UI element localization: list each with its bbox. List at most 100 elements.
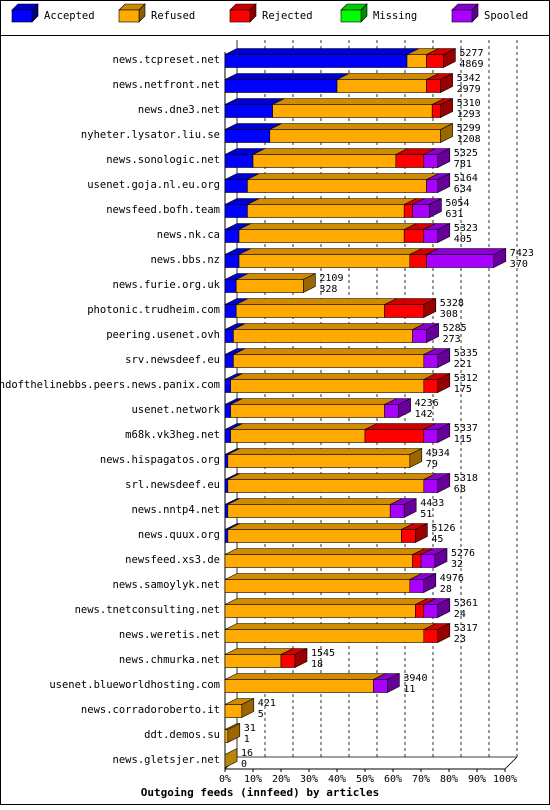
bar-segment-refused xyxy=(406,54,427,68)
row-accepted: 0 xyxy=(241,759,247,770)
bar-segment-side xyxy=(426,323,439,343)
bar-segment-refused xyxy=(233,354,425,368)
row-accepted: 328 xyxy=(319,284,337,295)
row-accepted: 631 xyxy=(445,209,463,220)
x-tick-label: 90% xyxy=(468,774,486,785)
bar-segment-side xyxy=(437,373,451,393)
row-total: 5337 xyxy=(454,423,478,434)
bar-segment-top xyxy=(230,373,436,380)
row-label: news.nk.ca xyxy=(157,229,220,241)
row-label: news.dne3.net xyxy=(138,104,220,116)
row-accepted: 175 xyxy=(454,384,472,395)
row-accepted: 1293 xyxy=(457,109,481,120)
row-label: news.tnetconsulting.net xyxy=(75,604,220,616)
bar-segment-top xyxy=(236,298,397,305)
x-tick-label: 50% xyxy=(356,774,374,785)
bar-segment-side xyxy=(437,623,451,643)
row-accepted: 28 xyxy=(440,584,452,595)
row-total: 5285 xyxy=(443,323,467,334)
bar-segment-side xyxy=(437,473,451,493)
bar-row: ddt.demos.su 311 xyxy=(144,723,256,745)
bar-segment-accepted xyxy=(224,254,240,268)
bar-segment-accepted xyxy=(224,129,271,143)
row-total: 5164 xyxy=(454,173,478,184)
row-label: news.netfront.net xyxy=(113,79,220,91)
row-label: nyheter.lysator.liu.se xyxy=(81,129,220,141)
row-accepted: 32 xyxy=(451,559,463,570)
row-label: endofthelinebbs.peers.news.panix.com xyxy=(0,379,220,391)
row-accepted: 79 xyxy=(426,459,438,470)
row-total: 5277 xyxy=(459,48,483,59)
row-accepted: 781 xyxy=(454,159,472,170)
x-tick-label: 70% xyxy=(412,774,430,785)
bar-segment-rejected xyxy=(401,529,416,543)
bar-segment-side xyxy=(241,698,255,718)
bar-segment-side xyxy=(440,123,453,143)
bar-segment-top xyxy=(336,73,439,80)
row-accepted: 308 xyxy=(440,309,458,320)
legend-item-rejected: Rejected xyxy=(229,3,313,23)
bar-segment-side xyxy=(415,523,428,543)
bar-segment-top xyxy=(224,573,422,580)
bar-segment-top xyxy=(230,398,397,405)
row-total: 5310 xyxy=(457,98,481,109)
bar-segment-accepted xyxy=(224,404,231,418)
bar-segment-refused xyxy=(272,104,433,118)
row-accepted: 405 xyxy=(454,234,472,245)
bar-segment-side xyxy=(403,498,417,518)
row-total: 2109 xyxy=(319,273,343,284)
row-total: 3940 xyxy=(403,673,427,684)
bar-segment-side xyxy=(493,248,507,268)
bar-segment-refused xyxy=(269,129,441,143)
row-label: usenet.blueworldhosting.com xyxy=(49,679,220,691)
row-accepted: 68 xyxy=(454,484,466,495)
bar-segment-accepted xyxy=(224,479,229,493)
bar-segment-accepted xyxy=(224,179,248,193)
row-label: ddt.demos.su xyxy=(144,729,220,741)
row-total: 5342 xyxy=(457,73,481,84)
bar-segment-side xyxy=(429,198,442,218)
bar-segment-rejected xyxy=(364,429,425,443)
row-accepted: 142 xyxy=(415,409,433,420)
legend-item-accepted: Accepted xyxy=(11,3,95,23)
row-accepted: 634 xyxy=(454,184,472,195)
row-total: 5312 xyxy=(454,373,478,384)
row-accepted: 51 xyxy=(420,509,432,520)
row-label: usenet.network xyxy=(131,404,220,416)
bar-segment-refused xyxy=(230,429,366,443)
bar-segment-top xyxy=(236,273,316,280)
bar-segment-refused xyxy=(227,529,402,543)
bar-segment-rejected xyxy=(431,104,441,118)
bar-segment-refused xyxy=(227,504,391,518)
row-total: 5318 xyxy=(454,473,478,484)
bar-segment-side xyxy=(437,348,451,368)
bar-segment-side xyxy=(440,73,453,93)
bar-segment-rejected xyxy=(409,254,427,268)
row-label: news.chmurka.net xyxy=(119,654,220,666)
x-tick-label: 0% xyxy=(219,774,231,785)
row-label: srv.newsdeef.eu xyxy=(125,354,220,366)
bar-segment-accepted xyxy=(224,204,248,218)
row-label: news.gletsjer.net xyxy=(113,754,220,766)
row-label: m68k.vk3heg.net xyxy=(125,429,220,441)
row-accepted: 115 xyxy=(454,434,472,445)
bar-segment-side xyxy=(434,548,448,568)
bar-segment-rejected xyxy=(423,629,439,643)
bar-segment-refused xyxy=(247,204,405,218)
bar-segment-accepted xyxy=(224,429,231,443)
row-total: 4934 xyxy=(426,448,450,459)
x-tick-label: 100% xyxy=(493,774,517,785)
bar-row: news.gletsjer.net 160 xyxy=(113,748,254,770)
bar-segment-top xyxy=(247,173,439,180)
bar-segment-top xyxy=(247,198,417,205)
bar-segment-refused xyxy=(224,704,243,718)
